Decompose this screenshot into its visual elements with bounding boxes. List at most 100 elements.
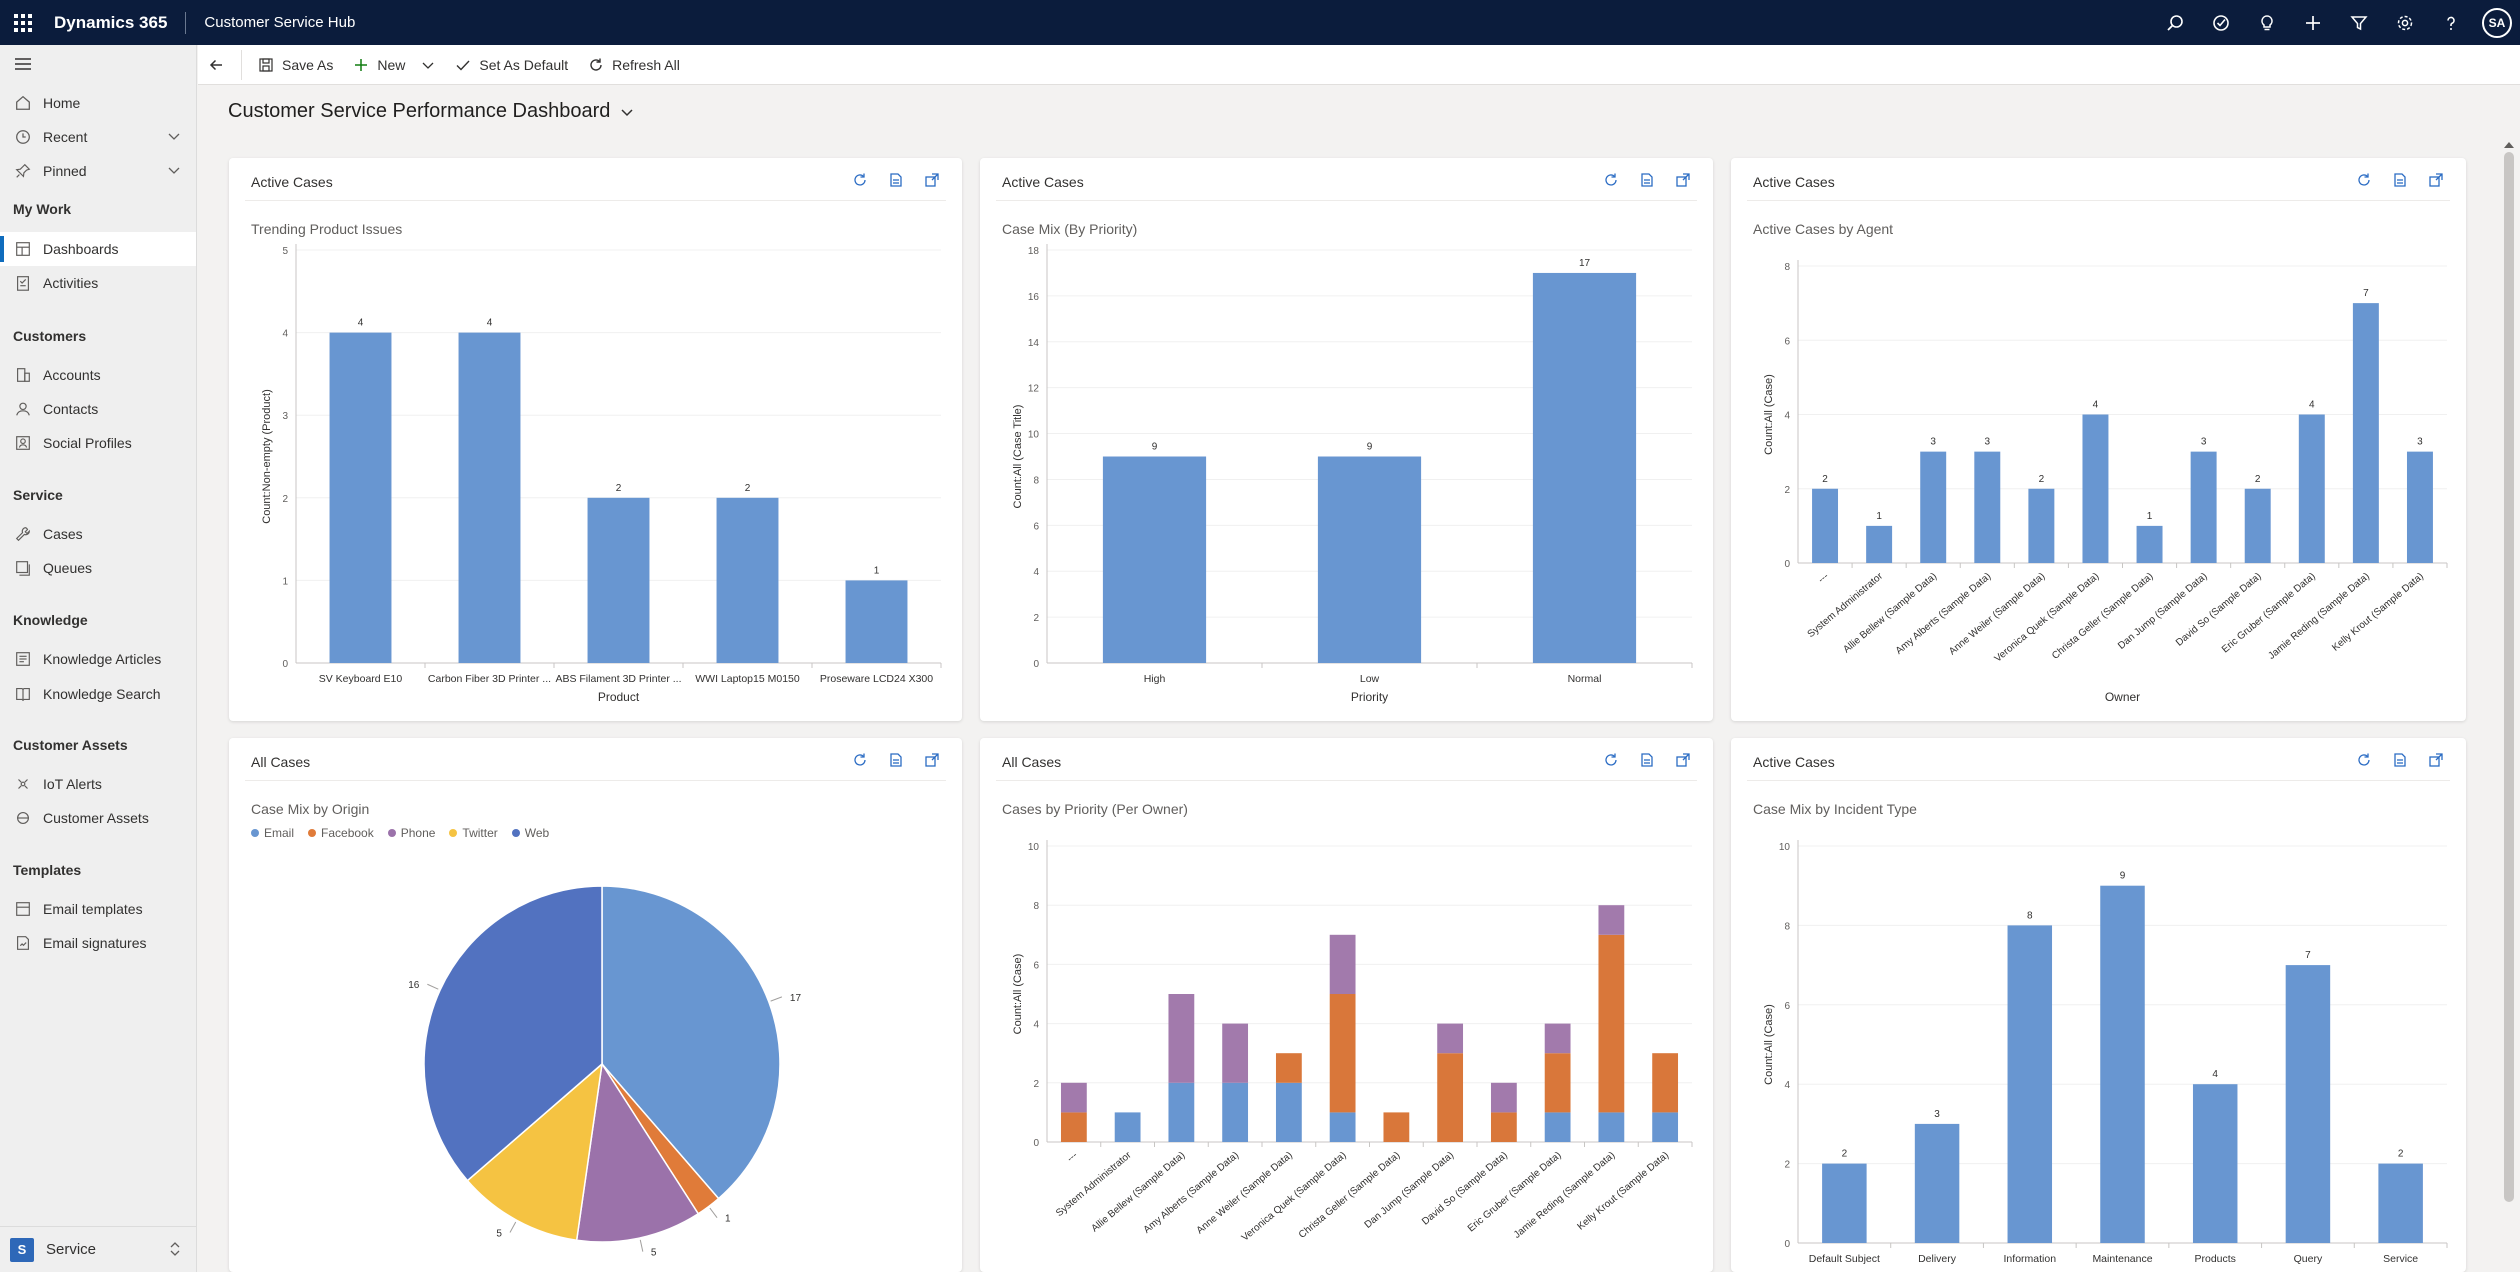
- vertical-scrollbar[interactable]: [2500, 140, 2518, 1272]
- stacked-bar-segment[interactable]: [1544, 1023, 1571, 1054]
- save-as-button[interactable]: Save As: [248, 45, 343, 85]
- refresh-icon[interactable]: [852, 172, 868, 193]
- expand-icon[interactable]: [2428, 172, 2444, 193]
- bar[interactable]: [1102, 456, 1207, 664]
- bar[interactable]: [1812, 488, 1839, 563]
- view-records-icon[interactable]: [1639, 752, 1655, 773]
- back-button[interactable]: [198, 49, 242, 80]
- stacked-bar-segment[interactable]: [1383, 1112, 1410, 1142]
- expand-icon[interactable]: [924, 172, 940, 193]
- stacked-bar-segment[interactable]: [1222, 1082, 1249, 1142]
- set-as-default-button[interactable]: Set As Default: [445, 45, 578, 85]
- sidebar-item-knowledge-articles[interactable]: Knowledge Articles: [0, 642, 196, 676]
- stacked-bar-segment[interactable]: [1275, 1082, 1302, 1142]
- sidebar-item-contacts[interactable]: Contacts: [0, 392, 196, 426]
- legend-item[interactable]: Email: [251, 826, 294, 840]
- panel-title[interactable]: Active Cases: [1002, 174, 1084, 190]
- refresh-icon[interactable]: [2356, 172, 2372, 193]
- filter-icon[interactable]: [2336, 0, 2382, 45]
- bar[interactable]: [1914, 1123, 1960, 1243]
- stacked-bar-segment[interactable]: [1168, 1082, 1195, 1142]
- stacked-bar-segment[interactable]: [1652, 1112, 1679, 1142]
- scrollbar-thumb[interactable]: [2504, 152, 2514, 1202]
- hamburger-menu-icon[interactable]: [14, 57, 32, 76]
- bar[interactable]: [2406, 451, 2433, 563]
- dashboard-selector[interactable]: Customer Service Performance Dashboard: [228, 100, 634, 123]
- stacked-bar-segment[interactable]: [1490, 1112, 1517, 1142]
- expand-icon[interactable]: [1675, 172, 1691, 193]
- sidebar-item-queues[interactable]: Queues: [0, 551, 196, 585]
- bar[interactable]: [2082, 414, 2109, 564]
- sidebar-item-email-templates[interactable]: Email templates: [0, 892, 196, 926]
- app-launcher-icon[interactable]: [0, 0, 46, 45]
- bar[interactable]: [329, 332, 392, 663]
- stacked-bar-segment[interactable]: [1652, 1053, 1679, 1113]
- app-name[interactable]: Customer Service Hub: [204, 14, 356, 31]
- bar[interactable]: [2378, 1163, 2423, 1243]
- chevron-down-icon[interactable]: [166, 128, 182, 147]
- stacked-bar-segment[interactable]: [1598, 905, 1625, 935]
- view-records-icon[interactable]: [888, 752, 904, 773]
- bar[interactable]: [845, 580, 908, 663]
- panel-title[interactable]: All Cases: [251, 754, 311, 770]
- refresh-icon[interactable]: [852, 752, 868, 773]
- expand-icon[interactable]: [924, 752, 940, 773]
- legend-item[interactable]: Twitter: [449, 826, 498, 840]
- sidebar-item-knowledge-search[interactable]: Knowledge Search: [0, 677, 196, 711]
- plus-icon[interactable]: [2290, 0, 2336, 45]
- bar[interactable]: [2028, 488, 2055, 563]
- refresh-icon[interactable]: [1603, 172, 1619, 193]
- area-switcher[interactable]: S Service: [0, 1226, 196, 1272]
- sidebar-item-social-profiles[interactable]: Social Profiles: [0, 426, 196, 460]
- help-icon[interactable]: [2428, 0, 2474, 45]
- stacked-bar-segment[interactable]: [1598, 1112, 1625, 1142]
- settings-icon[interactable]: [2382, 0, 2428, 45]
- bar[interactable]: [2285, 965, 2331, 1243]
- sidebar-item-recent[interactable]: Recent: [0, 120, 196, 154]
- bar[interactable]: [2190, 451, 2217, 563]
- search-icon[interactable]: [2152, 0, 2198, 45]
- legend-item[interactable]: Facebook: [308, 826, 374, 840]
- bar[interactable]: [1532, 272, 1637, 663]
- bar[interactable]: [1974, 451, 2001, 563]
- bar[interactable]: [716, 497, 779, 663]
- sidebar-item-pinned[interactable]: Pinned: [0, 154, 196, 188]
- pie-slice[interactable]: [601, 885, 781, 1200]
- chevron-down-icon[interactable]: [166, 162, 182, 181]
- sidebar-item-iot-alerts[interactable]: IoT Alerts: [0, 767, 196, 801]
- panel-title[interactable]: Active Cases: [251, 174, 333, 190]
- bar[interactable]: [2136, 525, 2163, 563]
- stacked-bar-segment[interactable]: [1329, 1112, 1356, 1142]
- stacked-bar-segment[interactable]: [1329, 994, 1356, 1113]
- stacked-bar-segment[interactable]: [1437, 1023, 1464, 1054]
- new-button[interactable]: New: [343, 45, 445, 85]
- bar[interactable]: [587, 497, 650, 663]
- view-records-icon[interactable]: [1639, 172, 1655, 193]
- bar[interactable]: [2192, 1084, 2238, 1243]
- sidebar-item-accounts[interactable]: Accounts: [0, 358, 196, 392]
- stacked-bar-segment[interactable]: [1222, 1023, 1249, 1083]
- sidebar-item-activities[interactable]: Activities: [0, 266, 196, 300]
- bar[interactable]: [2007, 925, 2053, 1243]
- stacked-bar-segment[interactable]: [1329, 934, 1356, 994]
- legend-item[interactable]: Phone: [387, 826, 435, 840]
- stacked-bar-segment[interactable]: [1275, 1053, 1302, 1083]
- pie-slice[interactable]: [466, 1062, 604, 1242]
- view-records-icon[interactable]: [2392, 172, 2408, 193]
- refresh-icon[interactable]: [1603, 752, 1619, 773]
- stacked-bar-segment[interactable]: [1437, 1053, 1464, 1142]
- stacked-bar-segment[interactable]: [1490, 1082, 1517, 1113]
- user-avatar[interactable]: SA: [2482, 7, 2512, 38]
- bar[interactable]: [1317, 456, 1422, 664]
- bar[interactable]: [458, 332, 521, 663]
- view-records-icon[interactable]: [2392, 752, 2408, 773]
- sidebar-item-dashboards[interactable]: Dashboards: [0, 232, 196, 266]
- chevron-up-down-icon[interactable]: [168, 1239, 182, 1264]
- lightbulb-icon[interactable]: [2244, 0, 2290, 45]
- stacked-bar-segment[interactable]: [1168, 994, 1195, 1083]
- pie-slice[interactable]: [423, 885, 603, 1182]
- bar[interactable]: [2100, 885, 2145, 1243]
- legend-item[interactable]: Web: [511, 826, 549, 840]
- panel-title[interactable]: Active Cases: [1753, 754, 1835, 770]
- stacked-bar-segment[interactable]: [1060, 1082, 1087, 1113]
